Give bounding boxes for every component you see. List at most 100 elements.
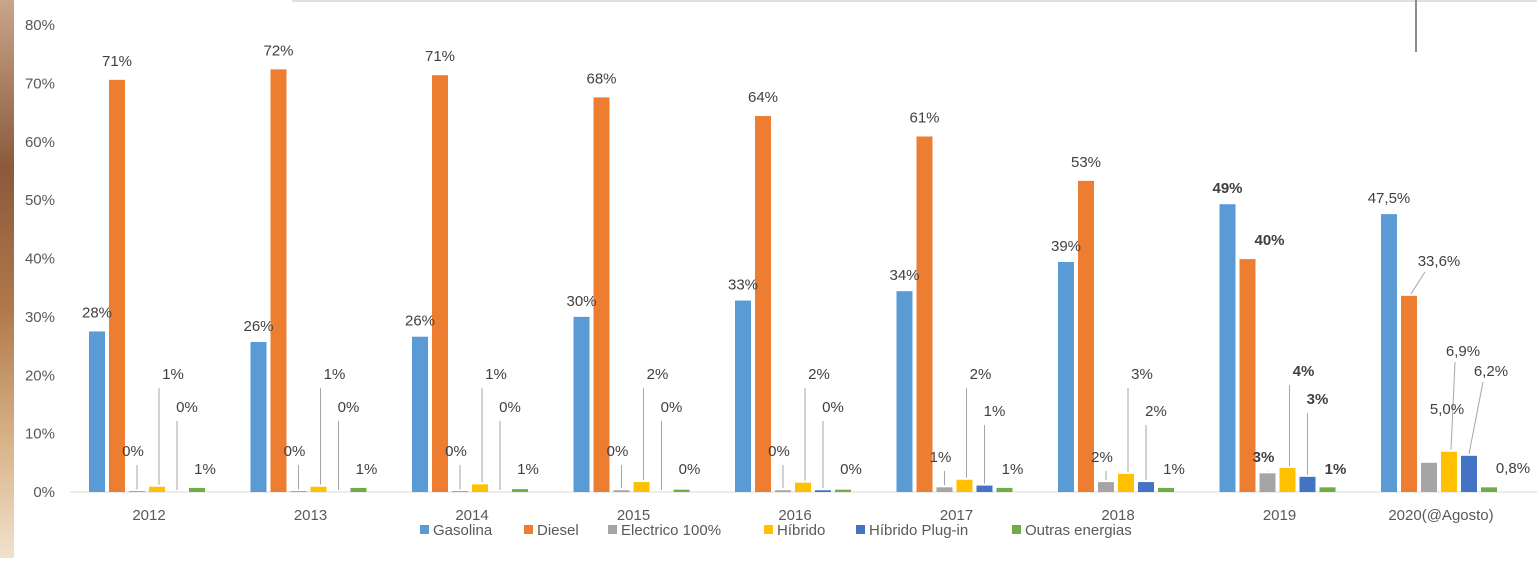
bar-electrico-100--2014: [452, 491, 468, 492]
legend-swatch: [608, 525, 617, 534]
data-label: 1%: [356, 461, 378, 478]
bar-diesel-2015: [593, 97, 610, 492]
legend-swatch: [420, 525, 429, 534]
data-label: 6,9%: [1446, 343, 1480, 360]
bar-outras-energias-2017: [996, 487, 1013, 492]
data-label: 71%: [102, 53, 132, 70]
bar-electrico-100--2019: [1259, 473, 1276, 492]
y-tick-label: 40%: [25, 251, 55, 268]
data-label: 1%: [984, 403, 1006, 420]
bar-h-brido-2017: [956, 479, 973, 492]
bar-outras-energias-2016: [835, 489, 851, 492]
bar-diesel-2016: [755, 116, 771, 492]
data-label: 3%: [1253, 449, 1275, 466]
legend-label: Híbrido Plug-in: [869, 522, 968, 539]
data-label: 0%: [499, 399, 521, 416]
bar-electrico-100--2016: [775, 490, 791, 492]
background-image-strip: [0, 0, 14, 558]
data-label: 6,2%: [1474, 363, 1508, 380]
bar-gasolina-2016: [735, 300, 751, 492]
bar-diesel-2013: [270, 69, 287, 493]
data-label: 71%: [425, 48, 455, 65]
data-label: 2%: [970, 366, 992, 383]
data-label: 61%: [909, 109, 939, 126]
y-tick-label: 30%: [25, 309, 55, 326]
bar-diesel-2017: [916, 136, 933, 492]
bar-gasolina-2013: [250, 341, 267, 492]
legend-label: Outras energias: [1025, 522, 1132, 539]
x-tick-label: 2020(@Agosto): [1388, 507, 1493, 524]
bar-outras-energias-2012: [189, 487, 205, 492]
data-label: 0,8%: [1496, 460, 1530, 477]
data-label: 33%: [728, 277, 758, 294]
y-tick-label: 0%: [33, 484, 55, 501]
data-label: 68%: [586, 70, 616, 87]
data-label: 39%: [1051, 238, 1081, 255]
data-label: 2%: [808, 366, 830, 383]
bar-h-brido-plug-in-2020Agosto: [1461, 455, 1477, 492]
data-label: 1%: [485, 366, 507, 383]
x-tick-label: 2019: [1263, 507, 1296, 524]
bar-outras-energias-2020Agosto: [1481, 487, 1497, 492]
bar-gasolina-2012: [89, 331, 105, 492]
data-label: 0%: [445, 443, 467, 460]
bar-outras-energias-2015: [673, 489, 690, 492]
data-label: 47,5%: [1368, 190, 1411, 207]
bar-outras-energias-2018: [1158, 487, 1174, 492]
data-label: 1%: [930, 449, 952, 466]
legend-label: Diesel: [537, 522, 579, 539]
data-label: 2%: [1091, 449, 1113, 466]
data-label: 0%: [338, 399, 360, 416]
data-label: 26%: [405, 313, 435, 330]
legend: Gasolina Diesel Electrico 100% Híbrido Híbri…: [420, 522, 1132, 539]
data-label: 40%: [1254, 232, 1284, 249]
bar-diesel-2012: [109, 79, 125, 492]
data-label: 34%: [889, 267, 919, 284]
data-label: 49%: [1212, 180, 1242, 197]
x-tick-label: 2015: [617, 507, 650, 524]
bar-electrico-100--2015: [613, 490, 630, 492]
data-label: 0%: [679, 461, 701, 478]
y-tick-label: 50%: [25, 192, 55, 209]
bar-electrico-100--2018: [1098, 482, 1114, 492]
data-label: 30%: [566, 293, 596, 310]
data-label: 1%: [1002, 461, 1024, 478]
legend-label: Electrico 100%: [621, 522, 721, 539]
x-tick-label: 2016: [778, 507, 811, 524]
bars: [89, 69, 1497, 493]
bar-outras-energias-2013: [350, 487, 367, 492]
data-label: 2%: [647, 366, 669, 383]
label-leader: [1410, 271, 1426, 295]
bar-h-brido-2013: [310, 486, 327, 492]
data-label: 3%: [1131, 366, 1153, 383]
legend-swatch: [856, 525, 865, 534]
legend-swatch: [1012, 525, 1021, 534]
y-tick-label: 70%: [25, 75, 55, 92]
bar-h-brido-2020Agosto: [1441, 451, 1457, 492]
bar-h-brido-plug-in-2016: [815, 490, 831, 492]
legend-swatch: [764, 525, 773, 534]
data-label: 0%: [822, 399, 844, 416]
bar-h-brido-2014: [472, 484, 488, 492]
x-tick-label: 2013: [294, 507, 327, 524]
data-label: 0%: [122, 443, 144, 460]
bar-h-brido-plug-in-2017: [976, 485, 993, 492]
label-leader: [1450, 361, 1456, 450]
leader-lines: [136, 271, 1484, 490]
data-label: 1%: [517, 461, 539, 478]
label-leader: [1468, 381, 1484, 454]
data-label: 26%: [243, 318, 273, 335]
data-label: 72%: [263, 42, 293, 59]
bar-gasolina-2017: [896, 291, 913, 492]
data-label: 0%: [607, 443, 629, 460]
data-label: 28%: [82, 304, 112, 321]
bar-h-brido-2016: [795, 482, 811, 492]
data-label: 1%: [1163, 461, 1185, 478]
y-tick-label: 80%: [25, 17, 55, 34]
legend-swatch: [524, 525, 533, 534]
bar-outras-energias-2019: [1319, 487, 1336, 492]
bar-h-brido-plug-in-2018: [1138, 482, 1154, 492]
bar-gasolina-2019: [1219, 204, 1236, 492]
data-label: 0%: [176, 399, 198, 416]
